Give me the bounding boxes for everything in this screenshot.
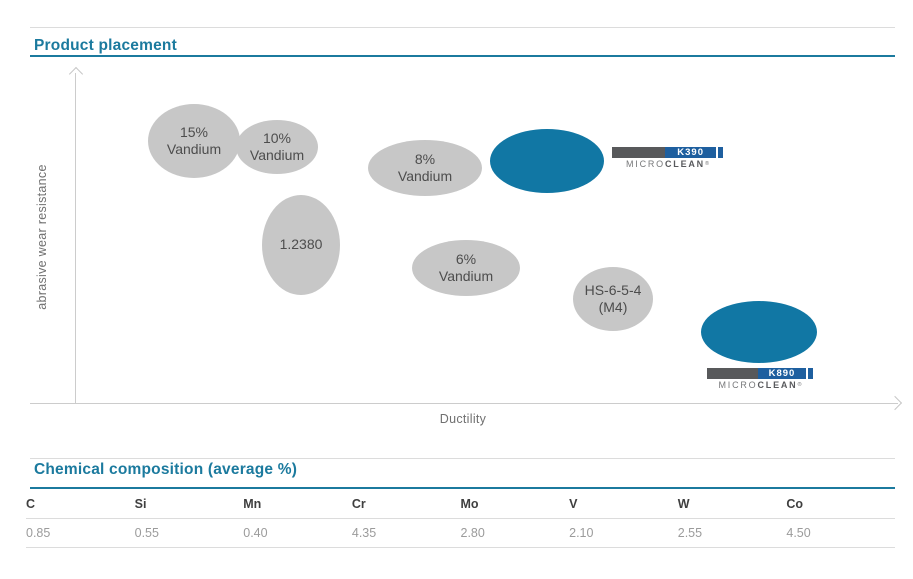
- logo-k390-microclean: K390 MICROCLEAN®: [612, 147, 723, 169]
- bubble-15-vandium: 15% Vandium: [148, 104, 240, 178]
- bubble-hs-6-5-4-m4: HS-6-5-4 (M4): [573, 267, 653, 331]
- bubble-8-vandium: 8% Vandium: [368, 140, 482, 196]
- composition-section-title: Chemical composition (average %): [34, 461, 298, 478]
- value-c: 0.85: [26, 526, 51, 540]
- value-w: 2.55: [677, 526, 703, 540]
- logo-bar-gray-segment: [707, 368, 758, 379]
- bubble-label: 6% Vandium: [438, 250, 494, 285]
- composition-header-row: C Si Mn Cr Mo V W Co: [26, 490, 895, 519]
- bubble-label: 1.2380: [279, 236, 323, 253]
- logo-product-name: K890: [757, 368, 806, 379]
- logo-bar-end-tab: [808, 368, 813, 379]
- composition-title-underline: [30, 487, 895, 489]
- placement-title-underline: [30, 55, 895, 57]
- x-axis-line: [30, 403, 898, 404]
- bubble-10-vandium: 10% Vandium: [236, 120, 318, 174]
- bubble-label: 8% Vandium: [397, 150, 453, 185]
- logo-bar-end-tab: [718, 147, 723, 158]
- y-axis-arrow-icon: [68, 66, 84, 82]
- composition-top-divider: [30, 458, 895, 459]
- logo-bar: K390: [612, 147, 723, 158]
- bubble-k390-microclean: [490, 129, 604, 193]
- logo-k890-microclean: K890 MICROCLEAN®: [707, 368, 813, 390]
- bubble-label: 10% Vandium: [249, 129, 305, 164]
- logo-bar-gray-segment: [612, 147, 666, 158]
- y-axis-label: abrasive wear resistance: [35, 164, 49, 310]
- bubble-label: HS-6-5-4 (M4): [584, 281, 642, 316]
- column-header-w: W: [677, 497, 690, 511]
- composition-table: C Si Mn Cr Mo V W Co 0.85 0.55 0.40 4.35 2.80 2.10 2.…: [26, 490, 895, 548]
- value-v: 2.10: [569, 526, 594, 540]
- value-co: 4.50: [786, 526, 811, 540]
- composition-value-row: 0.85 0.55 0.40 4.35 2.80 2.10 2.55 4.50: [26, 519, 895, 548]
- column-header-v: V: [569, 497, 578, 511]
- value-cr: 4.35: [351, 526, 377, 540]
- logo-product-name: K390: [665, 147, 716, 158]
- bubble-k890-microclean: [701, 301, 817, 363]
- value-mn: 0.40: [243, 526, 268, 540]
- column-header-mo: Mo: [460, 497, 479, 511]
- column-header-c: C: [26, 497, 36, 511]
- column-header-si: Si: [134, 497, 147, 511]
- bubble-1-2380: 1.2380: [262, 195, 340, 295]
- column-header-mn: Mn: [243, 497, 262, 511]
- x-axis-label: Ductility: [439, 412, 487, 426]
- logo-wordmark: MICROCLEAN®: [625, 159, 710, 169]
- logo-bar: K890: [707, 368, 813, 379]
- top-divider: [30, 27, 895, 28]
- bubble-6-vandium: 6% Vandium: [412, 240, 520, 296]
- column-header-cr: Cr: [351, 497, 366, 511]
- value-si: 0.55: [134, 526, 159, 540]
- bubble-label: 15% Vandium: [166, 123, 222, 158]
- y-axis-line: [75, 73, 76, 403]
- logo-wordmark: MICROCLEAN®: [718, 380, 802, 390]
- placement-section-title: Product placement: [34, 37, 177, 54]
- column-header-co: Co: [786, 497, 804, 511]
- value-mo: 2.80: [460, 526, 485, 540]
- x-axis-arrow-icon: [887, 395, 903, 411]
